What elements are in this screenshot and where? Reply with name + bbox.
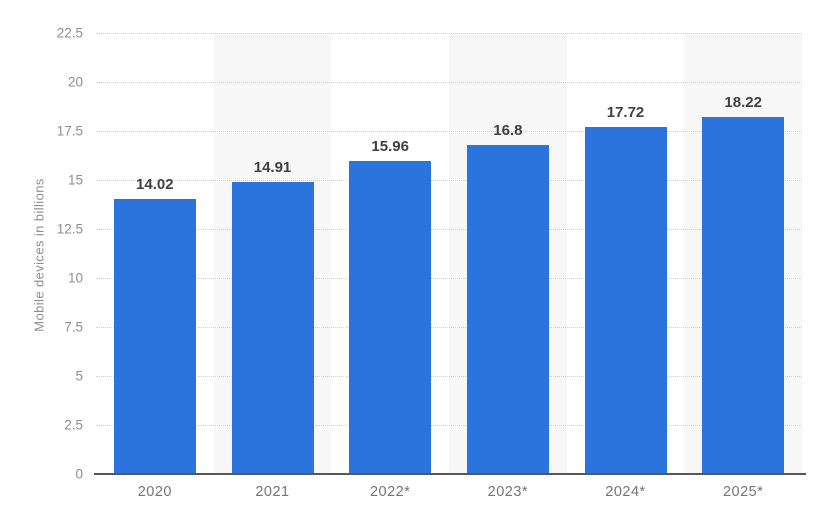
value-label: 16.8 [493,121,523,139]
y-tick-label: 10 [67,270,83,286]
x-tick-label: 2022* [369,484,411,500]
gridline [96,376,802,377]
gridline [96,327,802,328]
bar-2021[interactable] [231,181,314,474]
gridline [96,180,802,181]
x-tick-label: 2023* [487,484,529,500]
x-tick-label: 2020 [137,484,172,500]
bar-2020[interactable] [113,199,196,474]
gridline [96,425,802,426]
y-tick-label: 15 [67,172,83,188]
y-tick-label: 20 [67,74,83,90]
bar-2022*[interactable] [349,161,432,474]
value-label: 18.22 [724,93,762,111]
gridline [96,131,802,132]
x-axis-line [94,473,806,475]
value-label: 15.96 [371,138,409,156]
gridline [96,82,802,83]
value-label: 17.72 [606,103,645,121]
plot-area: 14.02 14.91 15.96 16.8 17.72 18.22 [96,33,802,474]
bar-2024*[interactable] [584,126,667,474]
x-tick-label: 2024* [605,484,646,500]
bar-2025*[interactable] [702,116,785,474]
x-tick-label: 2021 [255,484,290,500]
y-tick-label: 22.5 [56,25,83,41]
y-axis-title: Mobile devices in billions [31,178,47,332]
bar-2023*[interactable] [466,144,549,474]
value-label: 14.91 [253,158,292,176]
gridline [96,229,802,230]
y-tick-label: 5 [75,368,83,384]
y-tick-label: 0 [75,466,83,482]
y-tick-label: 7.5 [64,319,83,335]
y-tick-label: 17.5 [56,123,83,139]
gridline [96,278,802,279]
gridline [96,33,802,34]
y-tick-label: 2.5 [64,417,83,433]
value-label: 14.02 [136,176,174,194]
x-tick-label: 2025* [722,484,764,500]
y-tick-label: 12.5 [56,221,83,237]
